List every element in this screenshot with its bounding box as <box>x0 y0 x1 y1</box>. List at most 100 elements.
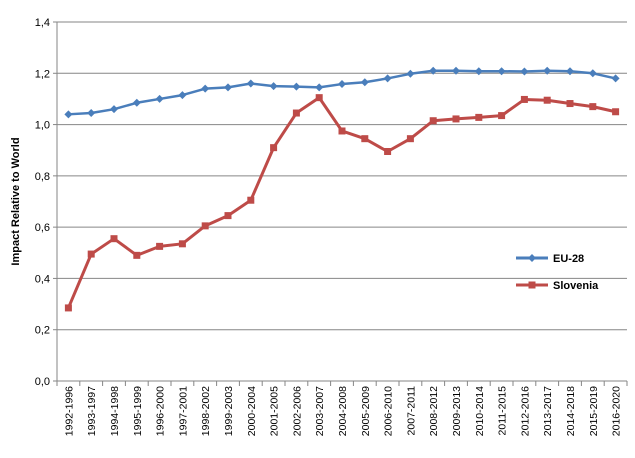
y-tick-label: 0,8 <box>35 171 50 183</box>
data-point <box>315 83 324 92</box>
legend-entry: Slovenia <box>516 280 599 292</box>
data-point <box>270 144 278 152</box>
data-point <box>520 67 529 76</box>
y-tick-label: 0,2 <box>35 325 50 337</box>
data-point <box>429 117 437 125</box>
data-point <box>87 109 96 118</box>
series-eu-28 <box>64 66 620 119</box>
data-point <box>247 196 255 204</box>
data-point <box>110 235 118 243</box>
x-tick-label: 1992-1996 <box>63 386 75 436</box>
x-tick-label: 2003-2007 <box>314 386 326 436</box>
data-point <box>452 115 460 123</box>
x-tick-label: 2004-2008 <box>337 386 349 436</box>
data-point <box>64 110 73 119</box>
data-point <box>292 82 301 91</box>
data-point <box>566 67 574 76</box>
data-point <box>201 222 209 230</box>
legend-marker <box>528 254 536 262</box>
data-point <box>406 135 414 143</box>
data-point <box>269 82 278 91</box>
y-tick-label: 1,4 <box>35 17 50 29</box>
data-point <box>474 67 483 76</box>
series-slovenia <box>64 94 620 312</box>
data-point <box>611 74 620 83</box>
x-tick-label: 2006-2010 <box>383 386 395 436</box>
y-axis-title: Impact Relative to World <box>10 137 22 265</box>
x-tick-label: 2002-2006 <box>291 386 303 436</box>
data-point <box>224 212 232 220</box>
x-tick-label: 2001-2005 <box>269 386 281 436</box>
data-point <box>520 95 528 103</box>
data-point <box>178 91 187 100</box>
data-point <box>110 105 118 114</box>
data-point <box>452 66 460 75</box>
data-point <box>566 100 574 108</box>
data-point <box>292 109 300 117</box>
legend-label: Slovenia <box>553 280 599 292</box>
x-axis-ticks: 1992-1996 1993-1997 1994-1998 1995-1999 1996… <box>56 381 628 436</box>
y-tick-label: 0,6 <box>35 222 50 234</box>
x-tick-label: 1999-2003 <box>223 386 235 436</box>
data-point <box>201 84 210 93</box>
gridlines <box>57 21 627 331</box>
legend: EU-28 Slovenia <box>516 253 599 292</box>
data-point <box>87 250 95 258</box>
data-point <box>178 240 186 248</box>
x-tick-label: 2008-2012 <box>428 386 440 436</box>
x-tick-label: 2009-2013 <box>451 386 463 436</box>
x-tick-label: 1996-2000 <box>155 386 167 436</box>
x-tick-label: 2011-2015 <box>497 386 509 436</box>
x-tick-label: 1994-1998 <box>109 386 121 436</box>
data-point <box>589 103 597 111</box>
data-point <box>155 94 164 103</box>
data-point <box>338 80 346 89</box>
y-tick-label: 0,4 <box>35 273 50 285</box>
x-tick-label: 1997-2001 <box>177 386 189 436</box>
data-point <box>497 67 506 76</box>
data-point <box>588 69 597 78</box>
data-point <box>543 96 551 104</box>
data-point <box>133 251 141 259</box>
data-point <box>315 94 323 102</box>
x-tick-label: 2005-2009 <box>360 386 372 436</box>
data-point <box>224 83 232 92</box>
data-point <box>338 127 346 135</box>
data-point <box>156 242 164 250</box>
series-line <box>68 69 616 116</box>
data-point <box>384 147 392 155</box>
x-tick-label: 2007-2011 <box>405 386 417 436</box>
x-tick-label: 2010-2014 <box>474 386 486 436</box>
data-point <box>406 69 415 78</box>
data-point <box>361 135 369 143</box>
y-tick-label: 1,0 <box>35 120 50 132</box>
x-tick-label: 1993-1997 <box>86 386 98 436</box>
data-point <box>360 78 369 87</box>
data-point <box>543 66 552 75</box>
legend-label: EU-28 <box>553 253 584 265</box>
y-axis-ticks: 0,0 0,2 0,4 0,6 0,8 1,0 1,2 1,4 <box>35 17 57 388</box>
series <box>64 66 620 312</box>
x-tick-label: 2016-2020 <box>611 386 623 436</box>
data-point <box>383 74 392 83</box>
y-tick-label: 1,2 <box>35 68 50 80</box>
data-point <box>475 113 483 121</box>
x-tick-label: 1995-1999 <box>132 386 144 436</box>
x-tick-label: 2012-2016 <box>519 386 531 436</box>
x-tick-label: 2000-2004 <box>246 386 258 436</box>
data-point <box>246 79 255 88</box>
legend-entry: EU-28 <box>516 253 584 265</box>
x-tick-label: 2013-2017 <box>542 386 554 436</box>
data-point <box>498 112 506 120</box>
x-tick-label: 2015-2019 <box>588 386 600 436</box>
data-point <box>132 98 141 107</box>
data-point <box>429 66 438 75</box>
x-tick-label: 1998-2002 <box>200 386 212 436</box>
y-tick-label: 0,0 <box>35 376 50 388</box>
legend-marker <box>528 281 536 289</box>
axes <box>56 22 627 382</box>
data-point <box>64 304 72 312</box>
data-point <box>612 108 620 116</box>
